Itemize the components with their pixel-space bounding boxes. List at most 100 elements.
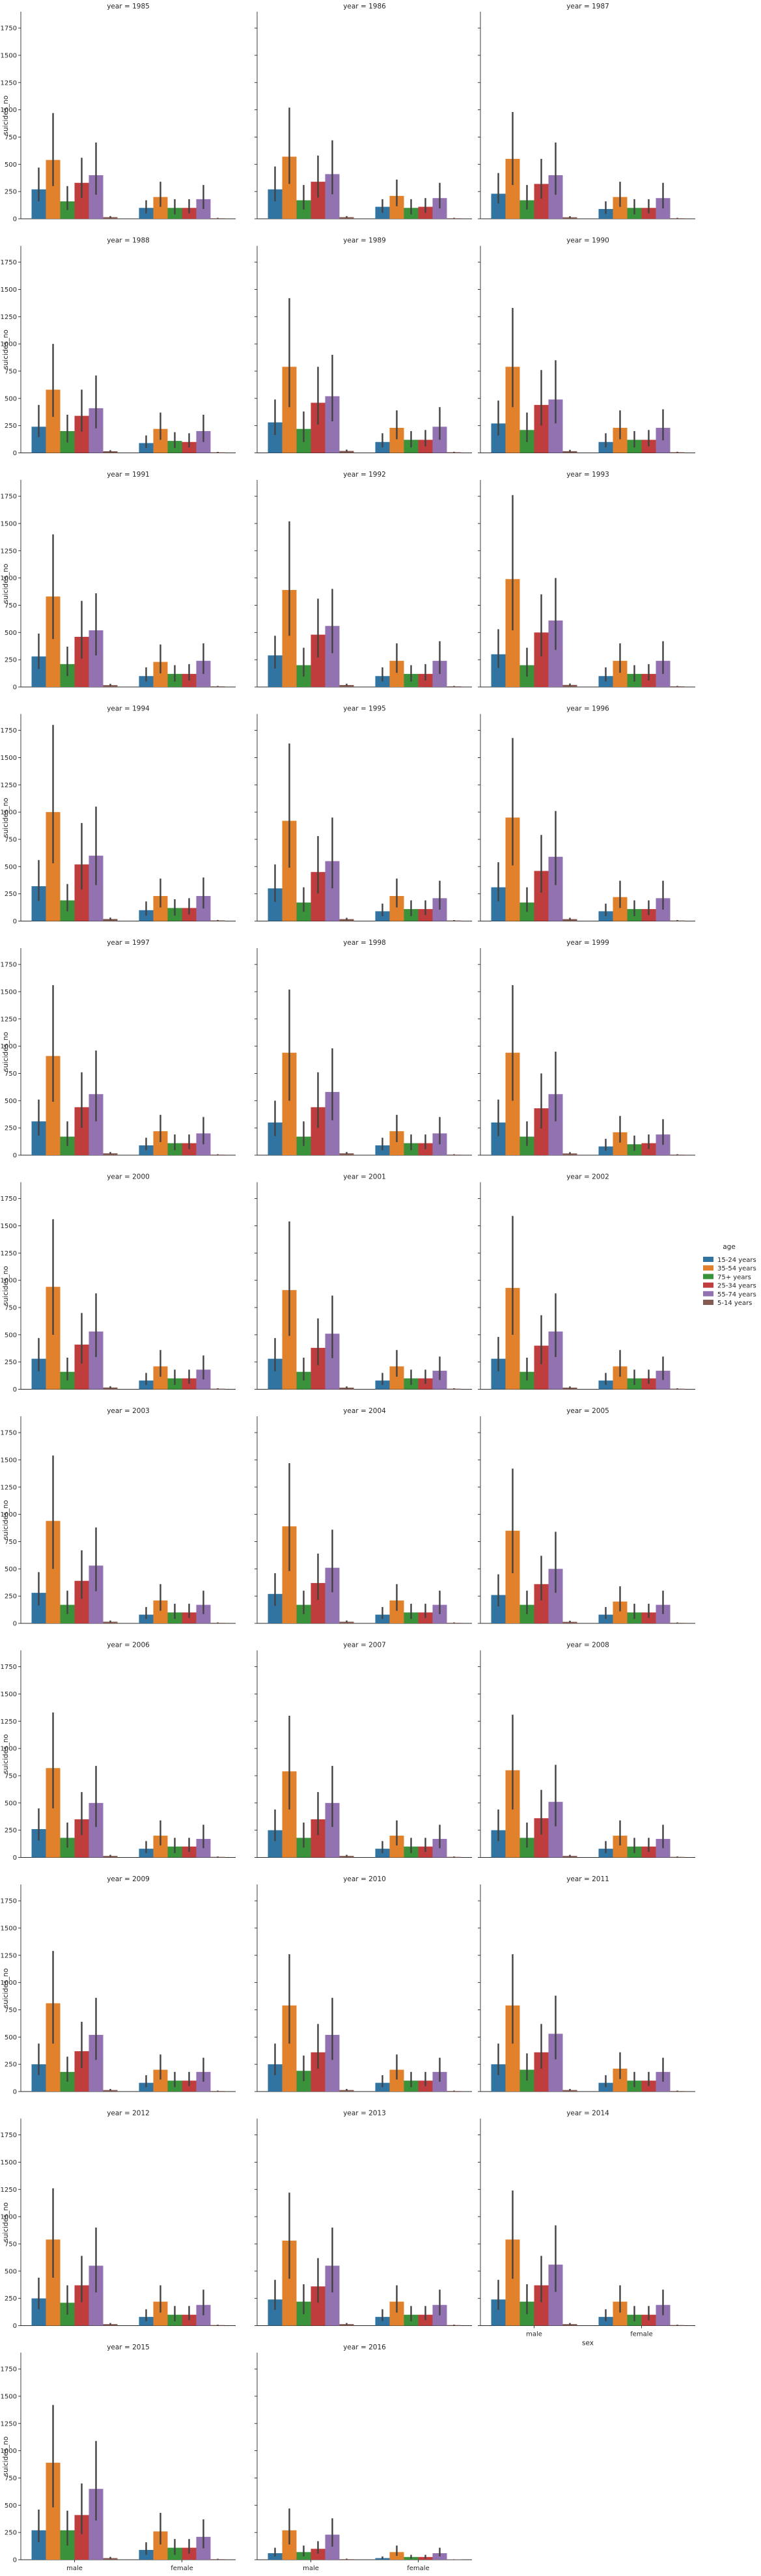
x-tick-label: male <box>303 2565 319 2572</box>
facet-title: year = 2013 <box>343 2110 386 2118</box>
facet-year-2000: year = 200002505007501000125015001750sui… <box>1 1173 236 1394</box>
y-tick-label: 0 <box>13 684 17 692</box>
facet-year-2016: year = 2016malefemalesex <box>255 2344 472 2573</box>
y-tick-label: 500 <box>5 2502 17 2510</box>
x-tick-label: male <box>526 2331 542 2338</box>
facet-title: year = 2004 <box>343 1407 386 1415</box>
y-tick-label: 250 <box>5 657 17 664</box>
y-tick-label: 500 <box>5 1098 17 1105</box>
legend-swatch <box>703 1265 713 1270</box>
y-tick-label: 1750 <box>1 259 17 266</box>
facet-title: year = 1997 <box>107 939 150 947</box>
y-tick-label: 1750 <box>1 1196 17 1203</box>
y-tick-label: 250 <box>5 2062 17 2069</box>
y-tick-label: 0 <box>13 1386 17 1393</box>
x-tick-label: female <box>407 2565 429 2572</box>
y-tick-label: 0 <box>13 450 17 457</box>
y-axis-label: suicides_no <box>2 96 10 135</box>
facet-title: year = 1989 <box>343 237 386 245</box>
facet-title: year = 1990 <box>566 237 609 245</box>
facet-year-2011: year = 2011 <box>478 1875 695 2092</box>
legend-label: 5-14 years <box>717 1300 752 1307</box>
facet-year-2006: year = 200602505007501000125015001750sui… <box>1 1642 236 1862</box>
legend-swatch <box>703 1291 713 1296</box>
facet-year-2015: year = 201502505007501000125015001750sui… <box>1 2344 236 2573</box>
y-tick-label: 500 <box>5 1566 17 1573</box>
y-tick-label: 1500 <box>1 52 17 59</box>
y-axis-label: suicides_no <box>2 798 10 837</box>
facet-title: year = 2008 <box>566 1642 609 1649</box>
facet-title: year = 2011 <box>566 1875 609 1883</box>
y-axis-label: suicides_no <box>2 2202 10 2242</box>
facet-year-1989: year = 1989 <box>255 237 472 453</box>
facet-year-2008: year = 2008 <box>478 1642 695 1858</box>
facet-year-2007: year = 2007 <box>255 1642 472 1858</box>
facet-title: year = 1998 <box>343 939 386 947</box>
y-tick-label: 1750 <box>1 1430 17 1437</box>
facet-year-2002: year = 2002 <box>478 1173 695 1390</box>
facet-year-1997: year = 199702505007501000125015001750sui… <box>1 939 236 1160</box>
y-tick-label: 0 <box>13 1153 17 1160</box>
y-tick-label: 500 <box>5 1800 17 1807</box>
facet-title: year = 2002 <box>566 1173 609 1181</box>
facet-year-2009: year = 200902505007501000125015001750sui… <box>1 1875 236 2096</box>
y-tick-label: 1250 <box>1 1250 17 1257</box>
y-tick-label: 250 <box>5 1593 17 1601</box>
facet-title: year = 2000 <box>107 1173 150 1181</box>
facet-title: year = 1999 <box>566 939 609 947</box>
y-tick-label: 500 <box>5 161 17 169</box>
facet-year-2001: year = 2001 <box>255 1173 472 1390</box>
y-tick-label: 1750 <box>1 2132 17 2139</box>
y-tick-label: 1500 <box>1 2393 17 2400</box>
facet-year-2003: year = 200302505007501000125015001750sui… <box>1 1407 236 1628</box>
y-tick-label: 0 <box>13 918 17 925</box>
y-tick-label: 0 <box>13 1621 17 1628</box>
y-tick-label: 0 <box>13 2089 17 2096</box>
y-axis-label: suicides_no <box>2 2437 10 2476</box>
y-tick-label: 1250 <box>1 1718 17 1726</box>
facet-title: year = 2012 <box>107 2110 150 2118</box>
y-tick-label: 250 <box>5 891 17 898</box>
facet-year-1992: year = 1992 <box>255 471 472 687</box>
y-tick-label: 1500 <box>1 988 17 996</box>
x-tick-label: female <box>630 2331 652 2338</box>
y-tick-label: 250 <box>5 1125 17 1132</box>
facet-title: year = 1985 <box>107 3 150 10</box>
y-tick-label: 0 <box>13 2557 17 2564</box>
facet-title: year = 2015 <box>107 2344 150 2351</box>
y-tick-label: 250 <box>5 189 17 196</box>
y-tick-label: 500 <box>5 2268 17 2275</box>
facet-title: year = 2010 <box>343 1875 386 1883</box>
y-tick-label: 1750 <box>1 25 17 33</box>
legend-swatch <box>703 1257 713 1262</box>
y-tick-label: 1500 <box>1 755 17 762</box>
y-tick-label: 500 <box>5 395 17 402</box>
y-tick-label: 500 <box>5 630 17 637</box>
facet-year-1993: year = 1993 <box>478 471 695 687</box>
facet-year-1987: year = 1987 <box>478 3 695 219</box>
legend-swatch <box>703 1300 713 1305</box>
y-tick-label: 1750 <box>1 1898 17 1905</box>
x-tick-label: female <box>171 2565 193 2572</box>
y-tick-label: 1500 <box>1 1223 17 1230</box>
y-tick-label: 1250 <box>1 314 17 321</box>
legend-swatch <box>703 1274 713 1279</box>
y-axis-label: suicides_no <box>2 564 10 604</box>
facet-title: year = 1996 <box>566 705 609 713</box>
y-tick-label: 1750 <box>1 2366 17 2373</box>
y-tick-label: 1250 <box>1 2420 17 2428</box>
y-axis-label: suicides_no <box>2 1032 10 1072</box>
facet-year-2013: year = 2013 <box>255 2110 472 2326</box>
facet-title: year = 1993 <box>566 471 609 479</box>
y-tick-label: 250 <box>5 1359 17 1366</box>
facet-title: year = 1995 <box>343 705 386 713</box>
y-axis-label: suicides_no <box>2 1500 10 1540</box>
y-tick-label: 1250 <box>1 1484 17 1491</box>
y-tick-label: 1750 <box>1 962 17 969</box>
facet-year-1994: year = 199402505007501000125015001750sui… <box>1 705 236 926</box>
y-tick-label: 250 <box>5 2530 17 2537</box>
facet-year-2005: year = 2005 <box>478 1407 695 1623</box>
